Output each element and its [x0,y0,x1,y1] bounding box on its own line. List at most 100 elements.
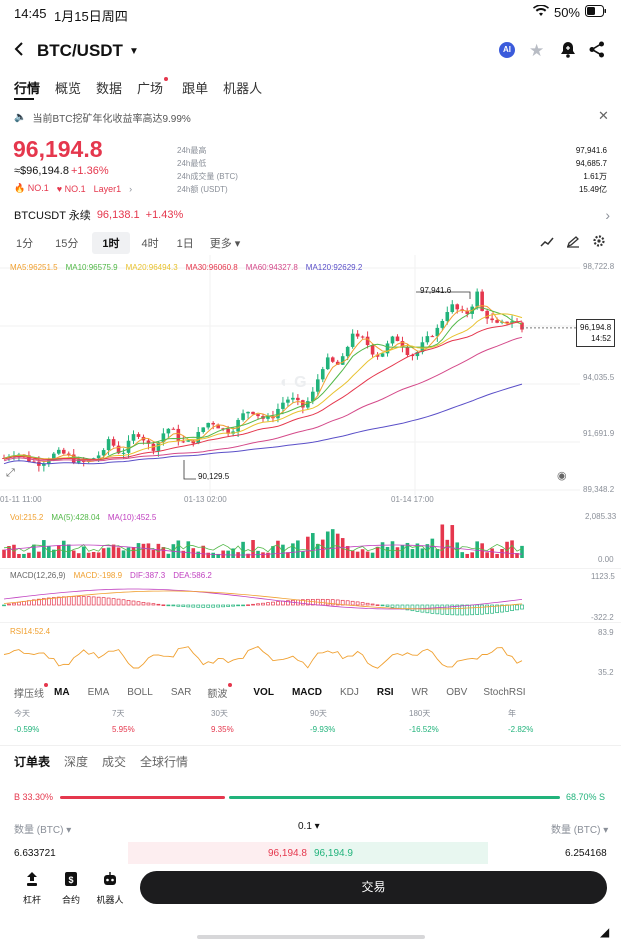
right-qty-header[interactable]: 数量 (BTC) ▾ [551,825,609,836]
perpetual-row[interactable]: BTCUSDT 永续 96,138.1 +1.43% › [14,207,610,223]
volume-bar [116,547,121,558]
macd-bar [96,596,101,606]
bid-quantity[interactable]: 6.633721 [14,848,56,859]
indicator-kdj[interactable]: KDJ [339,687,359,698]
settings-gear-icon[interactable] [592,234,606,253]
ask-price[interactable]: 96,194.9 [314,848,353,859]
robot-button[interactable]: 机器人 [95,871,125,906]
layer-tag[interactable]: Layer1 [93,183,122,194]
tab-bots[interactable]: 机器人 [223,81,263,96]
candle-body [440,320,445,328]
macd-bar [7,603,11,606]
indicator-obv[interactable]: OBV [446,687,468,698]
bid-price[interactable]: 96,194.8 [268,848,307,859]
leverage-icon [20,871,44,892]
volume-bar [370,552,375,558]
interval-4h[interactable]: 4时 [141,238,159,250]
candle-body [360,336,365,338]
candle-body [121,452,126,454]
candle-body [126,440,131,453]
back-icon[interactable] [10,40,28,63]
tab-square[interactable]: 广场 [137,77,169,97]
expand-icon[interactable]: ⤢ [6,467,15,479]
macd-bar [435,604,440,615]
macd-bar [355,601,360,606]
indicator-icon[interactable] [540,235,554,253]
candlestick-chart[interactable]: ◐ G MA5:96251.5 MA10:96575.9 MA20:96494.… [0,255,621,505]
indicator-ema[interactable]: EMA [87,687,110,698]
ma10-label: MA10:96575.9 [65,263,118,272]
leverage-label: 杠杆 [22,895,41,905]
indicator-macd[interactable]: MACD [291,687,322,698]
macd-bar [176,604,181,607]
indicator-wave[interactable]: 额波 [207,683,233,700]
tab-data[interactable]: 数据 [96,81,123,96]
tab-trades[interactable]: 成交 [102,755,127,769]
interval-more[interactable]: 更多 ▾ [209,238,241,250]
star-icon[interactable]: ★ [529,41,545,60]
precision-selector[interactable]: 0.1 ▾ [298,821,320,832]
tab-overview[interactable]: 概览 [55,81,82,96]
pair-selector[interactable]: BTC/USDT ▼ [37,41,139,61]
macd-bar [475,604,480,615]
candle-body [370,345,375,355]
macd-bar [485,604,489,615]
indicator-support[interactable]: 撑压线 [14,683,48,700]
macd-bar [226,604,230,607]
volume-bar [156,543,161,558]
indicator-stochrsi[interactable]: StochRSI [483,687,526,698]
indicator-vol[interactable]: VOL [253,687,274,698]
chevron-right-icon[interactable]: › [129,183,133,194]
macd-bar [181,604,186,607]
alert-bell-icon[interactable] [560,41,576,63]
volume-bar [276,540,280,558]
volume-bar [42,540,46,558]
interval-1d[interactable]: 1日 [176,238,194,250]
fire-rank-tag[interactable]: 🔥 NO.1 [14,183,49,193]
close-icon[interactable]: ✕ [598,108,609,123]
leverage-button[interactable]: 杠杆 [20,871,44,906]
return-30d: 30天 9.35% [211,709,234,734]
bid-depth-bar [128,842,310,864]
ai-badge[interactable]: AI [499,42,515,58]
interval-1m[interactable]: 1分 [16,238,34,250]
macd-bar [236,604,240,607]
indicator-ma[interactable]: MA [54,687,70,698]
ask-quantity[interactable]: 6.254168 [565,848,607,859]
candle-body [111,439,116,446]
ma5-label: MA5:96251.5 [10,263,58,272]
tab-orderbook[interactable]: 订单表 [14,755,51,769]
indicator-rsi[interactable]: RSI [376,687,394,698]
volume-bar [181,550,186,558]
interval-1h[interactable]: 1时 [92,232,130,254]
indicator-boll[interactable]: BOLL [127,687,153,698]
candle-body [490,318,494,321]
notice-bar[interactable]: 🔈 当前BTC挖矿年化收益率高达9.99% [14,110,191,125]
left-qty-header[interactable]: 数量 (BTC) ▾ [14,825,72,836]
macd-bar [66,596,71,606]
tab-market[interactable]: 行情 [14,81,41,96]
interval-15m[interactable]: 15分 [55,238,79,250]
candle-body [171,428,176,430]
eye-icon[interactable]: ◉ [557,470,567,482]
candle-body [146,440,151,444]
home-indicator [197,935,425,939]
contract-button[interactable]: $ 合约 [59,871,83,906]
status-icons: 50% [532,4,607,20]
heart-rank-tag[interactable]: ♥ NO.1 [56,183,86,194]
active-tab-indicator [14,98,34,100]
volume-svg [2,524,524,558]
trade-button[interactable]: 交易 [140,871,607,904]
share-icon[interactable] [589,41,605,63]
volume-bar [261,552,265,558]
candle-body [480,291,484,311]
candle-body [425,336,430,343]
draw-pen-icon[interactable] [566,235,580,253]
volume-bar [226,550,230,558]
indicator-sar[interactable]: SAR [170,687,192,698]
tab-global-market[interactable]: 全球行情 [140,755,189,769]
tab-copy-trading[interactable]: 跟单 [182,81,209,96]
macd-params-label: MACD(12,26,9) [10,571,66,580]
indicator-wr[interactable]: WR [411,687,429,698]
tab-depth[interactable]: 深度 [64,755,89,769]
